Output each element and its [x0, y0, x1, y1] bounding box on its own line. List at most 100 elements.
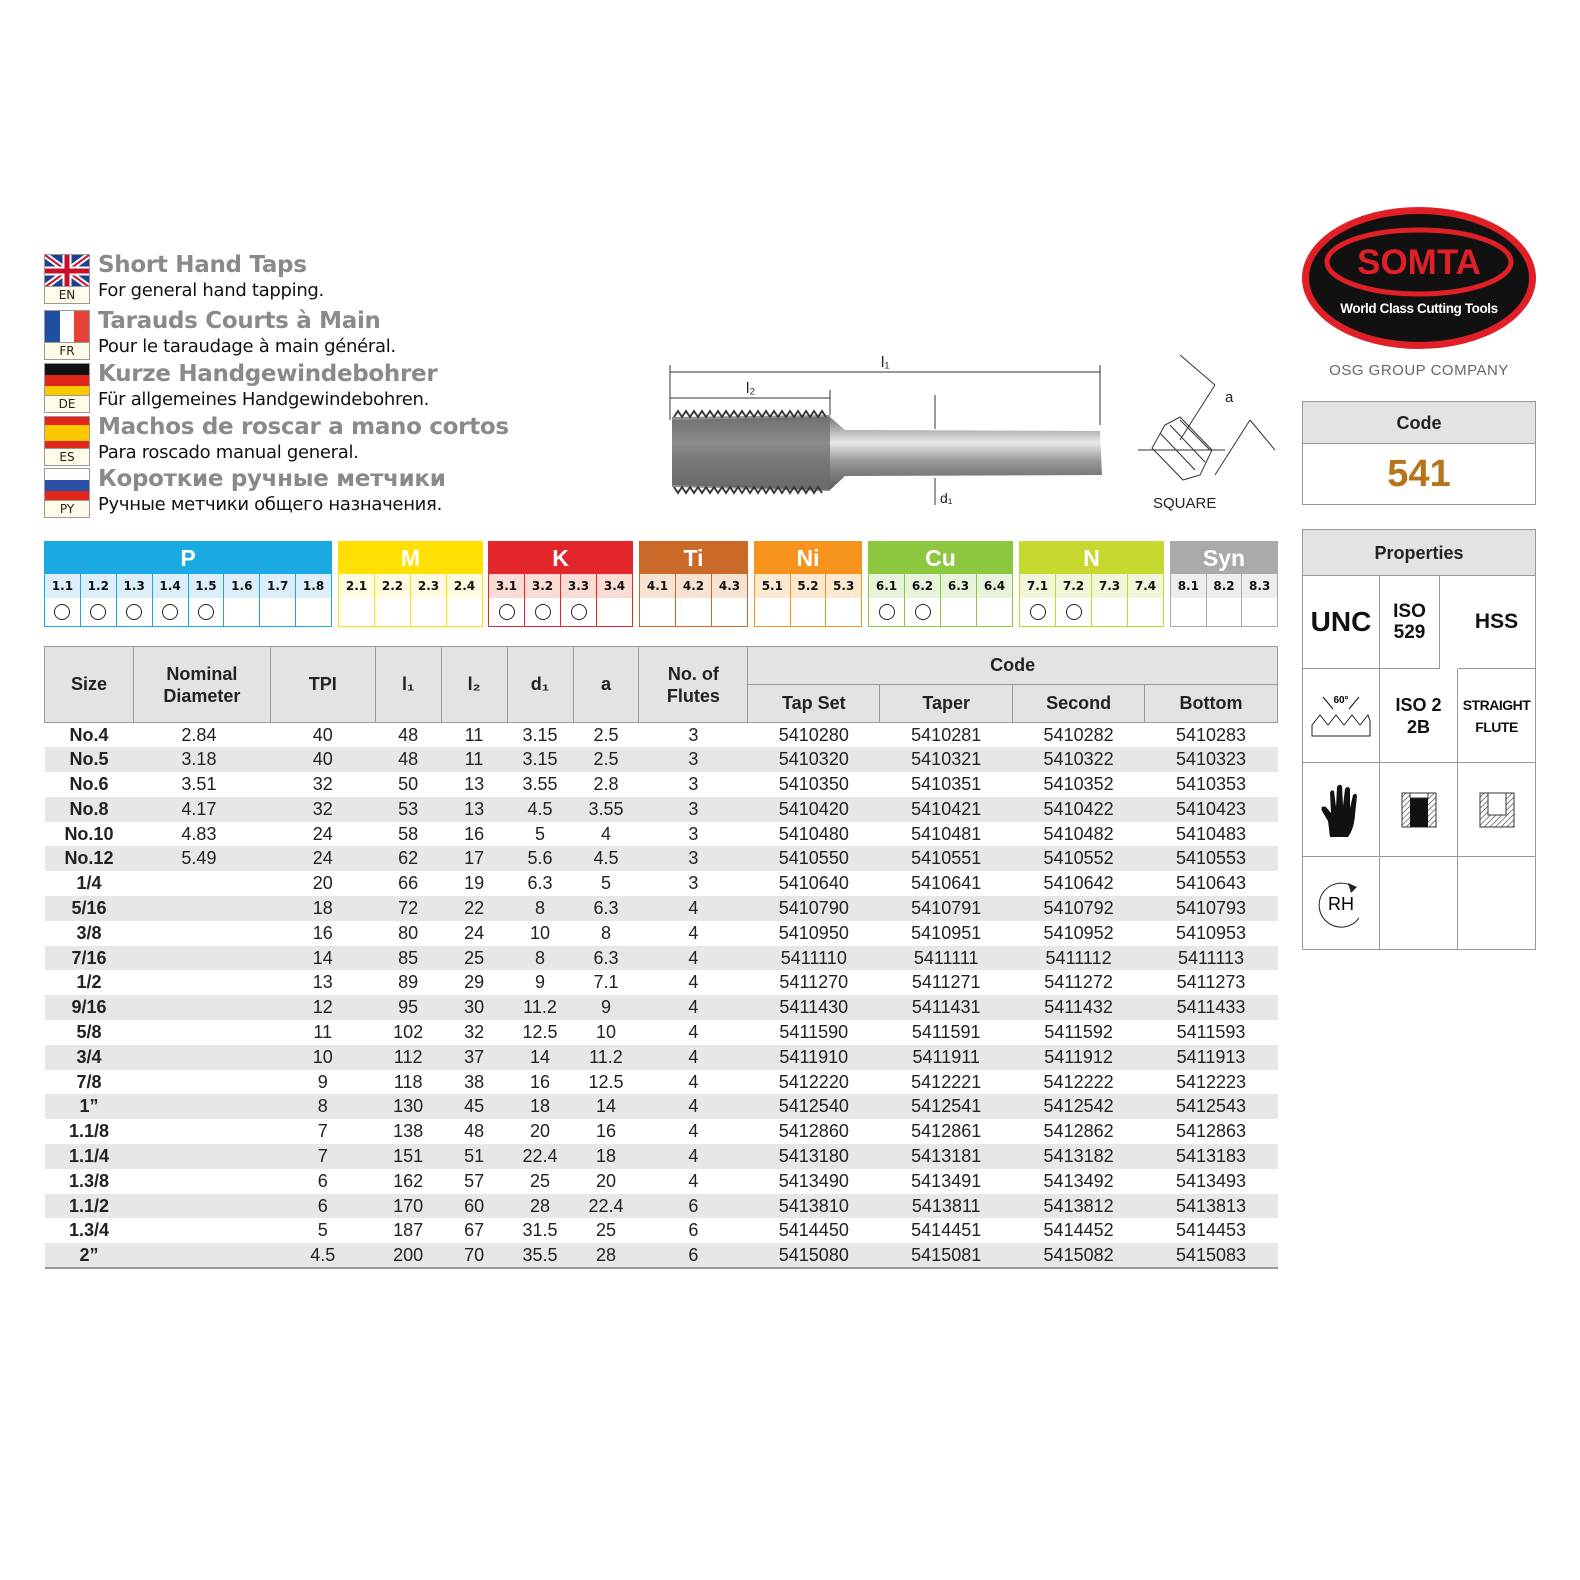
table-cell: 3: [688, 823, 699, 844]
right-hand-rotation-icon: RH: [1303, 857, 1380, 950]
d1-label: d₁: [940, 490, 953, 506]
table-cell: [133, 1070, 270, 1095]
table-cell: 6.3: [573, 896, 639, 921]
table-cell: 32: [312, 773, 333, 794]
material-subgroup-label: 7.3: [1092, 574, 1128, 598]
code-value: 541: [1387, 453, 1451, 495]
table-cell: 62: [375, 846, 442, 872]
suitability-cell: [411, 598, 447, 626]
table-cell: 5410641: [911, 873, 982, 894]
material-subgroup-label: 1.3: [117, 574, 153, 598]
straight-flute-property: STRAIGHT FLUTE: [1458, 669, 1535, 763]
table-cell: 24: [312, 823, 333, 844]
table-row: 1.1/8 7 138 48 20 16 4 5412860 5412861 5412862 541…: [45, 1119, 1278, 1144]
table-cell: 5412221: [911, 1071, 982, 1092]
table-cell: 10: [270, 1044, 376, 1070]
properties-box: Properties UNC ISO 529 HSS 60° ISO 2 2B …: [1302, 529, 1536, 950]
suitable-circle-icon: [878, 604, 895, 620]
table-cell: 3.55: [573, 796, 639, 822]
table-cell: 5413811: [879, 1193, 1013, 1219]
table-cell: 3: [688, 773, 699, 794]
rh-text: RH: [1328, 894, 1354, 914]
table-cell: 45: [441, 1094, 508, 1120]
table-cell: 2”: [44, 1243, 134, 1270]
table-cell: 8: [507, 896, 573, 921]
table-row: 1.3/4 5 187 67 31.5 25 6 5414450 5414451 5414452 5…: [45, 1218, 1278, 1243]
table-cell: 50: [398, 773, 419, 794]
table-cell: [133, 1193, 271, 1219]
table-cell: 5410950: [778, 922, 849, 943]
table-cell: 11: [313, 1021, 333, 1042]
table-cell: 5411110: [747, 945, 880, 971]
table-cell: No.8: [44, 796, 134, 822]
iso-529-text: ISO 529: [1393, 601, 1426, 643]
table-cell: 5410790: [747, 896, 880, 921]
table-row: 2” 4.5 200 70 35.5 28 6 5415080 5415081 5415082 54…: [44, 1243, 1278, 1270]
table-cell: 5410282: [1043, 724, 1114, 745]
header-size: Size: [44, 646, 134, 723]
table-cell: 5411590: [779, 1021, 849, 1042]
header-nominal-diameter: Nominal Diameter: [132, 646, 271, 723]
table-cell: 5413180: [747, 1144, 880, 1169]
table-cell: 20: [312, 873, 333, 894]
table-cell: 58: [398, 823, 419, 844]
table-cell: 8: [507, 945, 573, 971]
material-subgroup-label: 6.4: [983, 579, 1006, 593]
table-cell: 4.5: [270, 1243, 376, 1270]
suitability-cell: [869, 598, 905, 626]
material-group-label: Ni: [755, 542, 861, 574]
table-cell: [133, 896, 271, 921]
table-cell: 4: [638, 1144, 748, 1169]
material-group-label: Cu: [869, 542, 1012, 574]
hand-tap-glove-icon: [1303, 763, 1380, 857]
table-cell: 4.83: [181, 823, 217, 844]
material-group-label: Ti: [640, 542, 747, 574]
material-subgroup-label: 1.2: [81, 574, 117, 598]
table-cell: 9: [317, 1071, 328, 1092]
table-cell: 14: [507, 1044, 573, 1070]
table-cell: 5410552: [1012, 846, 1145, 872]
table-cell: 70: [441, 1243, 508, 1270]
table-cell: [133, 1218, 270, 1243]
material-subgroup-label: 2.3: [411, 574, 447, 598]
table-cell: 5412542: [1012, 1094, 1145, 1120]
table-cell: 18: [507, 1094, 573, 1120]
square-label: SQUARE: [1153, 495, 1216, 512]
material-subgroup-label: 3.1: [489, 574, 525, 598]
suitability-cell: [153, 598, 189, 626]
germany-flag-icon: DE: [44, 363, 90, 413]
60-degree-thread-icon: 60°: [1303, 669, 1380, 763]
table-cell: 8: [600, 922, 611, 943]
table-cell: 3: [638, 747, 748, 773]
suitable-circle-icon: [498, 604, 515, 620]
table-cell: 14: [270, 945, 376, 971]
table-cell: 5412222: [1043, 1071, 1114, 1092]
table-row: 9/16 12 95 30 11.2 9 4 5411430 5411431 5411432 541…: [44, 995, 1278, 1021]
material-subgroup-label: 1.8: [302, 579, 325, 593]
table-cell: 5410553: [1144, 846, 1278, 872]
table-cell: 5410281: [911, 724, 982, 745]
table-cell: 12.5: [588, 1071, 624, 1092]
table-cell: 4: [638, 1094, 748, 1120]
table-cell: 5410482: [1043, 823, 1114, 844]
table-cell: 4.17: [133, 796, 271, 822]
table-cell: 85: [375, 945, 442, 971]
header-a: a: [572, 646, 640, 723]
table-cell: 1/2: [76, 972, 102, 993]
table-cell: 5411431: [879, 995, 1013, 1021]
table-cell: 3: [688, 873, 699, 894]
table-cell: 1.1/8: [68, 1121, 109, 1142]
table-cell: 5412540: [747, 1094, 880, 1120]
table-cell: 5410791: [879, 896, 1013, 921]
table-row: No.10 4.83 24 58 16 5 4 3 5410480 5410481 5410482 5…: [45, 822, 1278, 847]
material-group-label: K: [489, 542, 632, 574]
material-subgroup-label: 1.5: [189, 574, 225, 598]
table-cell: 40: [270, 747, 376, 773]
product-title: Kurze Handgewindebohrer: [98, 361, 438, 387]
table-row: 1/2 13 89 29 9 7.1 4 5411270 5411271 5411272 54112…: [45, 970, 1278, 995]
suitability-cell: [45, 598, 81, 626]
table-cell: 5411272: [1044, 972, 1113, 993]
table-cell: 5410640: [778, 873, 849, 894]
suitability-cell: [525, 598, 561, 626]
table-cell: [133, 1020, 270, 1045]
